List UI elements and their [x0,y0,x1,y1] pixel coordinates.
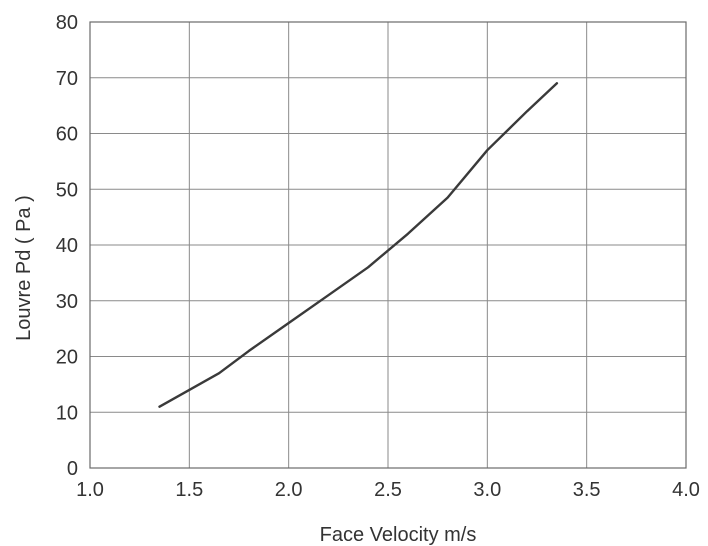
y-tick-label: 80 [56,12,78,34]
y-tick-label: 40 [56,235,78,257]
y-axis-label: Louvre Pd ( Pa ) [13,195,35,341]
plot-frame [89,21,687,469]
grid [89,21,687,469]
x-tick-label: 3.5 [573,479,601,501]
series-group [158,82,559,408]
x-tick-label: 4.0 [672,479,700,501]
x-tick-label: 1.5 [175,479,203,501]
y-tick-label: 70 [56,68,78,90]
y-tick-labels: 0 10 20 30 40 50 60 70 80 [56,12,78,480]
x-tick-labels: 1.0 1.5 2.0 2.5 3.0 3.5 4.0 [76,479,700,501]
y-tick-label: 20 [56,347,78,369]
y-tick-label: 0 [67,458,78,480]
x-tick-label: 2.5 [374,479,402,501]
x-tick-label: 3.0 [473,479,501,501]
y-tick-label: 60 [56,124,78,146]
y-tick-label: 10 [56,402,78,424]
series-line [158,82,559,408]
x-tick-label: 2.0 [275,479,303,501]
y-tick-label: 50 [56,179,78,201]
x-tick-label: 1.0 [76,479,104,501]
x-axis-label: Face Velocity m/s [320,524,477,546]
y-tick-label: 30 [56,291,78,313]
